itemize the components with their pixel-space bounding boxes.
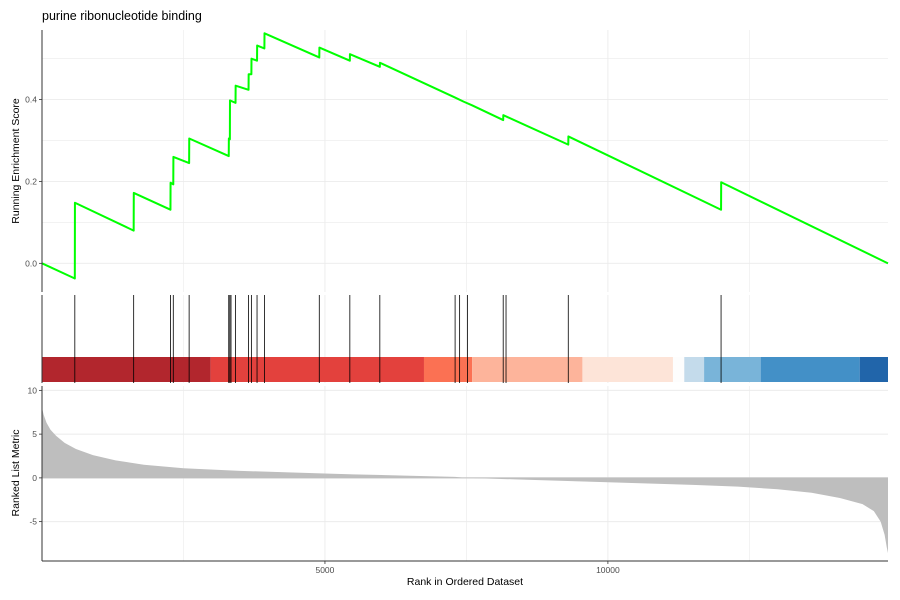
x-axis-label: Rank in Ordered Dataset (407, 576, 523, 588)
y-tick-label-metric: 10 (28, 385, 38, 395)
ranked-metric-area (42, 407, 888, 554)
y-tick-label-metric: -5 (29, 517, 37, 527)
heat-segment (684, 357, 705, 382)
ranked-metric-fill (42, 407, 888, 554)
hit-markers (74, 295, 722, 383)
heat-segment (472, 357, 583, 382)
heat-segment (704, 357, 761, 382)
running-score-line (41, 32, 889, 280)
y-tick-label-metric: 0 (32, 473, 37, 483)
heat-segment (760, 357, 860, 382)
heat-segment (42, 357, 211, 382)
y-tick-label-score: 0.0 (25, 258, 37, 268)
heat-segment (582, 357, 673, 382)
tick-labels: 0.0 0.2 0.4 10 5 0 -5 5000 10000 (25, 95, 620, 575)
x-tick-label: 10000 (596, 565, 620, 575)
y-axis-label-score: Running Enrichment Score (10, 98, 22, 224)
heat-segment (672, 357, 685, 382)
chart-title: purine ribonucleotide binding (42, 9, 202, 23)
heat-segment (859, 357, 888, 382)
heat-band (42, 357, 888, 382)
heat-segment (423, 357, 473, 382)
gridlines (42, 30, 888, 561)
axes (41, 30, 888, 562)
y-tick-label-score: 0.4 (25, 95, 37, 105)
heat-segment (210, 357, 424, 382)
running-score-path (41, 32, 889, 280)
x-tick-label: 5000 (315, 565, 334, 575)
y-tick-label-score: 0.2 (25, 176, 37, 186)
y-axis-label-metric: Ranked List Metric (10, 430, 22, 517)
y-tick-label-metric: 5 (32, 429, 37, 439)
